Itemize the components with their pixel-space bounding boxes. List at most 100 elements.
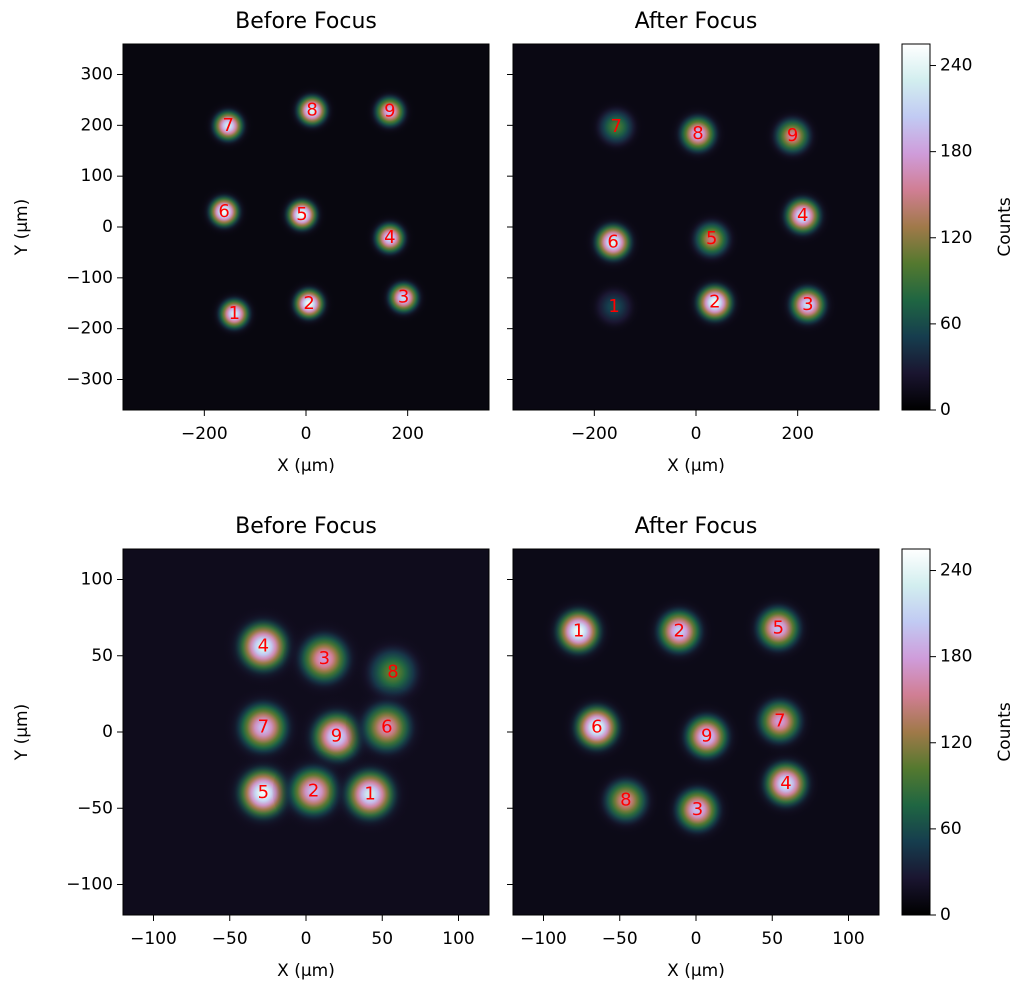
spot — [582, 211, 644, 273]
spot-label: 9 — [331, 726, 342, 747]
spot-label: 5 — [296, 204, 307, 225]
spot — [777, 274, 839, 336]
y-tick-label: −300 — [66, 370, 113, 390]
spot-label: 4 — [384, 227, 395, 248]
spot-label: 7 — [258, 716, 269, 737]
x-tick-label: 100 — [442, 929, 474, 949]
y-tick-label: −200 — [66, 319, 113, 339]
colorbar-tick-label: 0 — [940, 400, 951, 420]
chart-title: Before Focus — [235, 514, 377, 539]
spot — [749, 747, 823, 821]
spot — [377, 271, 430, 324]
y-tick-label: 300 — [81, 65, 113, 85]
spot-label: 8 — [387, 662, 398, 683]
spot — [202, 99, 255, 152]
y-tick-label: −100 — [66, 875, 113, 895]
spot-label: 6 — [591, 716, 602, 737]
colorbar-tick-label: 240 — [940, 56, 972, 76]
y-tick-label: 100 — [81, 166, 113, 186]
spot — [585, 96, 647, 158]
colorbar-label: Counts — [995, 702, 1015, 761]
spot — [363, 85, 416, 138]
spot-label: 1 — [608, 296, 619, 317]
x-tick-label: 0 — [301, 929, 312, 949]
spot-label: 1 — [573, 620, 584, 641]
spot-label: 9 — [701, 726, 712, 747]
x-tick-label: −50 — [602, 929, 638, 949]
y-tick-label: 0 — [102, 722, 113, 742]
x-tick-label: 200 — [391, 424, 423, 444]
spot — [642, 594, 716, 668]
spot — [345, 686, 429, 769]
colorbar-tick-label: 120 — [940, 733, 972, 753]
x-tick-label: −200 — [181, 424, 228, 444]
y-tick-label: 200 — [81, 115, 113, 135]
y-tick-label: 50 — [91, 646, 113, 666]
colorbar-tick-label: 60 — [940, 819, 962, 839]
spot — [560, 690, 634, 765]
x-tick-label: 50 — [371, 929, 393, 949]
spot — [772, 185, 834, 247]
spot — [660, 773, 735, 847]
spot-label: 7 — [610, 116, 621, 137]
chart-title: Before Focus — [235, 9, 377, 34]
spot-label: 3 — [398, 287, 409, 308]
x-axis-label: X (μm) — [667, 961, 725, 981]
spot-label: 2 — [303, 293, 314, 314]
x-tick-label: 200 — [781, 424, 813, 444]
y-tick-label: −50 — [77, 798, 113, 818]
spot-label: 3 — [692, 799, 703, 820]
spot — [276, 188, 328, 241]
image-area — [123, 44, 489, 410]
spot-label: 8 — [692, 123, 703, 144]
spot-label: 2 — [673, 620, 684, 641]
spot-label: 5 — [706, 228, 717, 249]
spot — [222, 686, 305, 769]
spot — [589, 764, 663, 838]
spot-label: 6 — [607, 231, 618, 252]
spot-label: 6 — [218, 201, 229, 222]
spot-label: 1 — [364, 784, 375, 805]
spot — [208, 288, 261, 340]
x-axis-label: X (μm) — [667, 456, 725, 476]
colorbar-tick-label: 240 — [940, 561, 972, 581]
spot — [283, 617, 366, 700]
x-axis-label: X (μm) — [277, 961, 335, 981]
spot — [283, 277, 335, 330]
spot — [286, 84, 339, 137]
spot — [743, 684, 817, 758]
spot-label: 2 — [709, 292, 720, 313]
spot-label: 4 — [780, 773, 791, 794]
spot — [667, 103, 729, 165]
image-area — [513, 549, 879, 915]
spot — [681, 208, 743, 270]
spot — [670, 699, 744, 774]
spot-label: 7 — [222, 115, 233, 136]
spot-label: 6 — [381, 716, 392, 737]
spot-label: 1 — [229, 303, 240, 324]
colorbar-tick-label: 180 — [940, 647, 972, 667]
spot-label: 9 — [787, 125, 798, 146]
spot — [684, 272, 746, 334]
spot-label: 8 — [306, 100, 317, 121]
spot — [741, 591, 815, 665]
spot-label: 4 — [797, 205, 808, 226]
x-tick-label: −50 — [212, 929, 248, 949]
spot — [198, 185, 251, 238]
y-tick-label: 100 — [81, 570, 113, 590]
colorbar-tick-label: 180 — [940, 142, 972, 162]
colorbar-tick-label: 0 — [940, 905, 951, 925]
x-tick-label: −100 — [520, 929, 567, 949]
y-axis-label: Y (μm) — [12, 199, 32, 256]
colorbar-tick-label: 60 — [940, 314, 962, 334]
spot — [222, 605, 305, 688]
x-tick-label: 100 — [832, 929, 864, 949]
spot-label: 3 — [319, 648, 330, 669]
spot — [363, 212, 416, 265]
spot-label: 3 — [802, 294, 813, 315]
y-tick-label: −100 — [66, 268, 113, 288]
x-tick-label: 0 — [301, 424, 312, 444]
y-tick-label: 0 — [102, 217, 113, 237]
colorbar-label: Counts — [995, 197, 1015, 256]
